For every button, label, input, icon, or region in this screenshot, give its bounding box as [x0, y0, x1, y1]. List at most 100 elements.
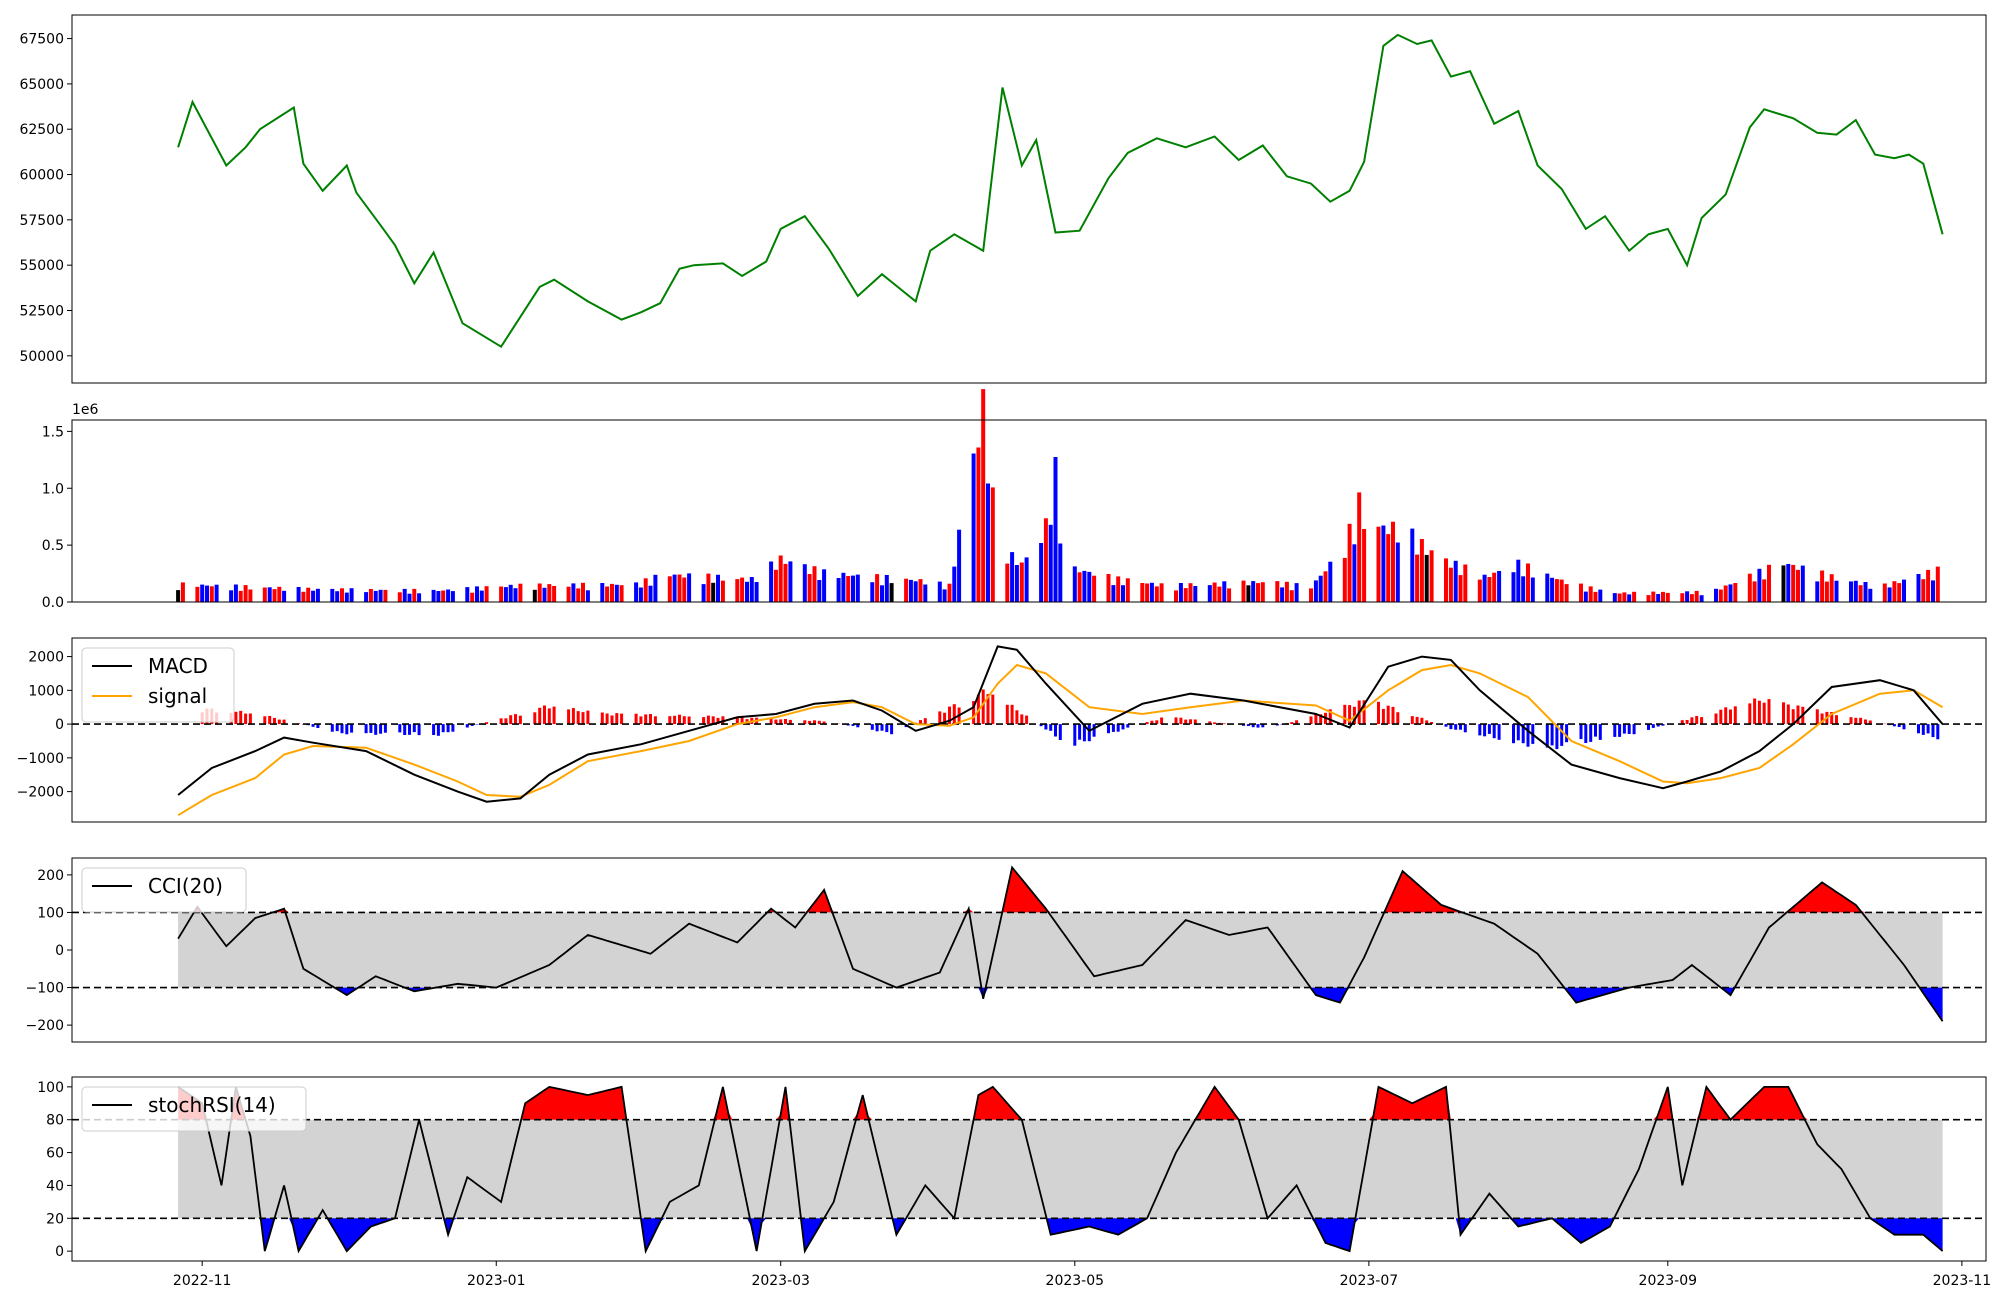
volume-bar [1188, 583, 1193, 602]
x-tick-label: 2023-07 [1340, 1273, 1399, 1289]
volume-bar [1564, 584, 1569, 602]
macd-histogram-bar [1121, 724, 1125, 730]
macd-histogram-bar [273, 717, 276, 725]
macd-histogram-bar [1425, 720, 1429, 725]
x-tick-label: 2023-01 [467, 1273, 526, 1289]
price-line [177, 33, 1944, 349]
macd-histogram-bar [1902, 724, 1906, 730]
volume-bar [1313, 580, 1318, 602]
macd-histogram-bar [571, 708, 575, 725]
volume-bar [942, 589, 947, 602]
macd-histogram-bar [856, 724, 860, 728]
volume-bar [913, 581, 918, 602]
macd-histogram-bar [991, 694, 995, 725]
macd-histogram-bar [509, 715, 513, 725]
volume-bar [754, 582, 759, 602]
volume-bar [1010, 552, 1015, 602]
macd-ytick-label: −2000 [17, 785, 64, 801]
volume-bar [716, 574, 720, 602]
volume-bar [1926, 569, 1931, 602]
volume-bar [706, 573, 711, 602]
volume-bar [368, 589, 373, 602]
macd-histogram-bar [576, 711, 580, 725]
cci-ytick-label: −100 [26, 981, 64, 997]
macd-histogram-bar [1897, 724, 1901, 727]
macd-histogram-bar [1936, 724, 1940, 740]
volume-bar [1786, 564, 1791, 602]
macd-histogram-bar [851, 724, 855, 726]
macd-histogram-bar [1116, 724, 1120, 732]
macd-histogram-bar [364, 724, 368, 734]
volume-bar [349, 588, 354, 602]
volume-bar [822, 569, 827, 602]
macd-histogram-bar [1242, 724, 1245, 726]
macd-histogram-bar [653, 716, 657, 725]
macd-histogram-bar [1020, 714, 1024, 725]
volume-bar [667, 576, 672, 602]
volume-bar [1352, 544, 1357, 602]
macd-histogram-bar [1145, 722, 1149, 725]
macd-histogram-bar [822, 721, 826, 725]
macd-histogram-bar [1082, 724, 1086, 742]
volume-bar [1921, 579, 1926, 602]
stochrsi-ytick-label: 20 [46, 1211, 64, 1227]
macd-histogram-bar [340, 724, 344, 734]
macd-histogram-bar [398, 724, 402, 733]
volume-bar [1554, 579, 1559, 602]
macd-histogram-bar [1126, 724, 1130, 728]
volume-bar [1207, 585, 1212, 602]
volume-bar [585, 590, 590, 602]
volume-bar [1791, 564, 1796, 602]
volume-bar [243, 585, 248, 602]
volume-bar [581, 582, 585, 602]
volume-bar [889, 583, 894, 602]
macd-histogram-bar [1087, 724, 1091, 742]
volume-bar [1858, 585, 1863, 602]
macd-histogram-bar [567, 709, 571, 725]
volume-bar [1424, 554, 1429, 602]
x-tick-label: 2023-11 [1933, 1273, 1992, 1289]
volume-bar [1714, 588, 1718, 602]
macd-histogram-bar [1767, 699, 1771, 724]
volume-bar [1121, 585, 1125, 602]
volume-bar [407, 593, 412, 602]
volume-bar [653, 574, 658, 602]
macd-histogram-bar [1656, 724, 1660, 727]
macd-histogram-bar [808, 720, 812, 725]
volume-bar [841, 572, 846, 602]
volume-bar [518, 583, 523, 602]
macd-histogram-bar [1309, 716, 1313, 725]
macd-histogram-bar [1618, 724, 1622, 737]
macd-histogram-bar [1184, 719, 1188, 725]
macd-histogram-bar [885, 724, 889, 733]
macd-histogram-bar [446, 724, 450, 733]
cci-legend-box [81, 867, 247, 913]
macd-histogram-bar [1025, 715, 1029, 725]
macd-histogram-bar [1868, 720, 1872, 725]
macd-histogram-bar [1786, 704, 1790, 725]
macd-histogram-bar [1753, 698, 1757, 725]
volume-bar [986, 483, 990, 602]
volume-bar [1559, 579, 1564, 602]
macd-histogram-bar [639, 716, 643, 725]
macd-histogram-bar [735, 717, 739, 725]
macd-histogram-bar [740, 717, 744, 725]
volume-bar [1685, 591, 1690, 602]
volume-bar [600, 583, 605, 602]
volume-bar [1444, 558, 1448, 602]
macd-histogram-bar [938, 711, 942, 725]
volume-bar [735, 579, 740, 602]
volume-bar [1829, 574, 1834, 602]
volume-bar [1376, 526, 1381, 602]
volume-bar [1217, 586, 1222, 602]
volume-bar [1448, 567, 1453, 602]
macd-histogram-bar [1415, 716, 1419, 725]
volume-bar [499, 586, 504, 602]
volume-ytick-label: 1.0 [42, 481, 64, 497]
volume-bar [373, 590, 378, 602]
volume-bar [229, 590, 234, 602]
macd-histogram-bar [644, 714, 648, 725]
macd-histogram-bar [1521, 724, 1525, 744]
volume-bar [1887, 587, 1892, 602]
stochrsi-line [177, 1084, 1944, 1255]
